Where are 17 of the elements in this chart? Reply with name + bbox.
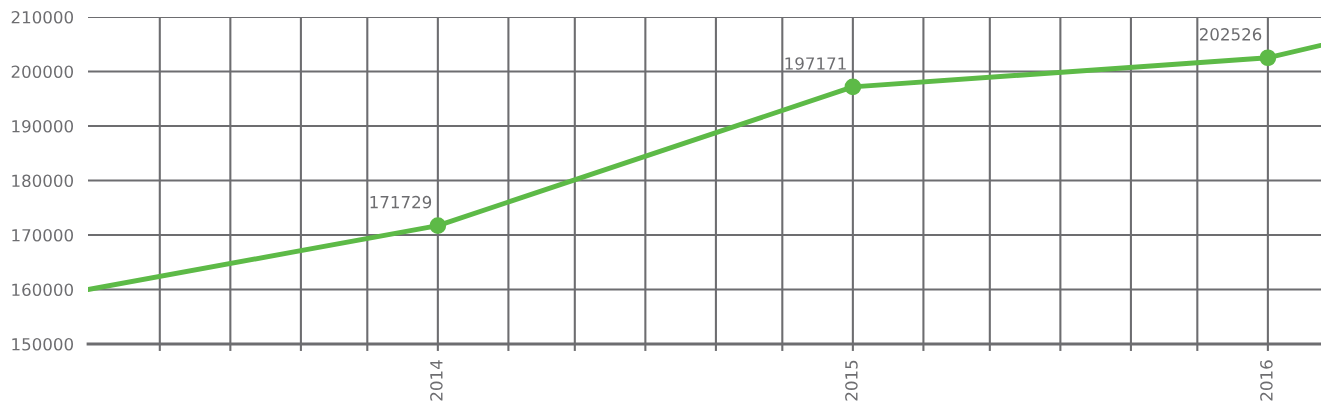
x-tick-label: 2015 [845, 360, 858, 401]
y-tick-label: 180000 [12, 174, 73, 188]
point [844, 78, 862, 96]
data-label: 202526 [1199, 28, 1262, 41]
x-tick-label: 2016 [1260, 360, 1273, 401]
point [1259, 49, 1277, 67]
point [429, 217, 447, 234]
data-label: 197171 [785, 57, 846, 70]
x-tick-label: 2014 [430, 360, 443, 401]
data-label: 171729 [370, 195, 432, 209]
y-tick-label: 170000 [12, 228, 73, 242]
y-tick-label: 190000 [12, 119, 73, 133]
y-tick-label: 210000 [11, 10, 73, 24]
y-tick-label: 200000 [11, 65, 73, 79]
y-tick-label: 160000 [12, 283, 73, 297]
line-series [88, 42, 1321, 292]
y-tick-label: 150000 [12, 337, 73, 351]
